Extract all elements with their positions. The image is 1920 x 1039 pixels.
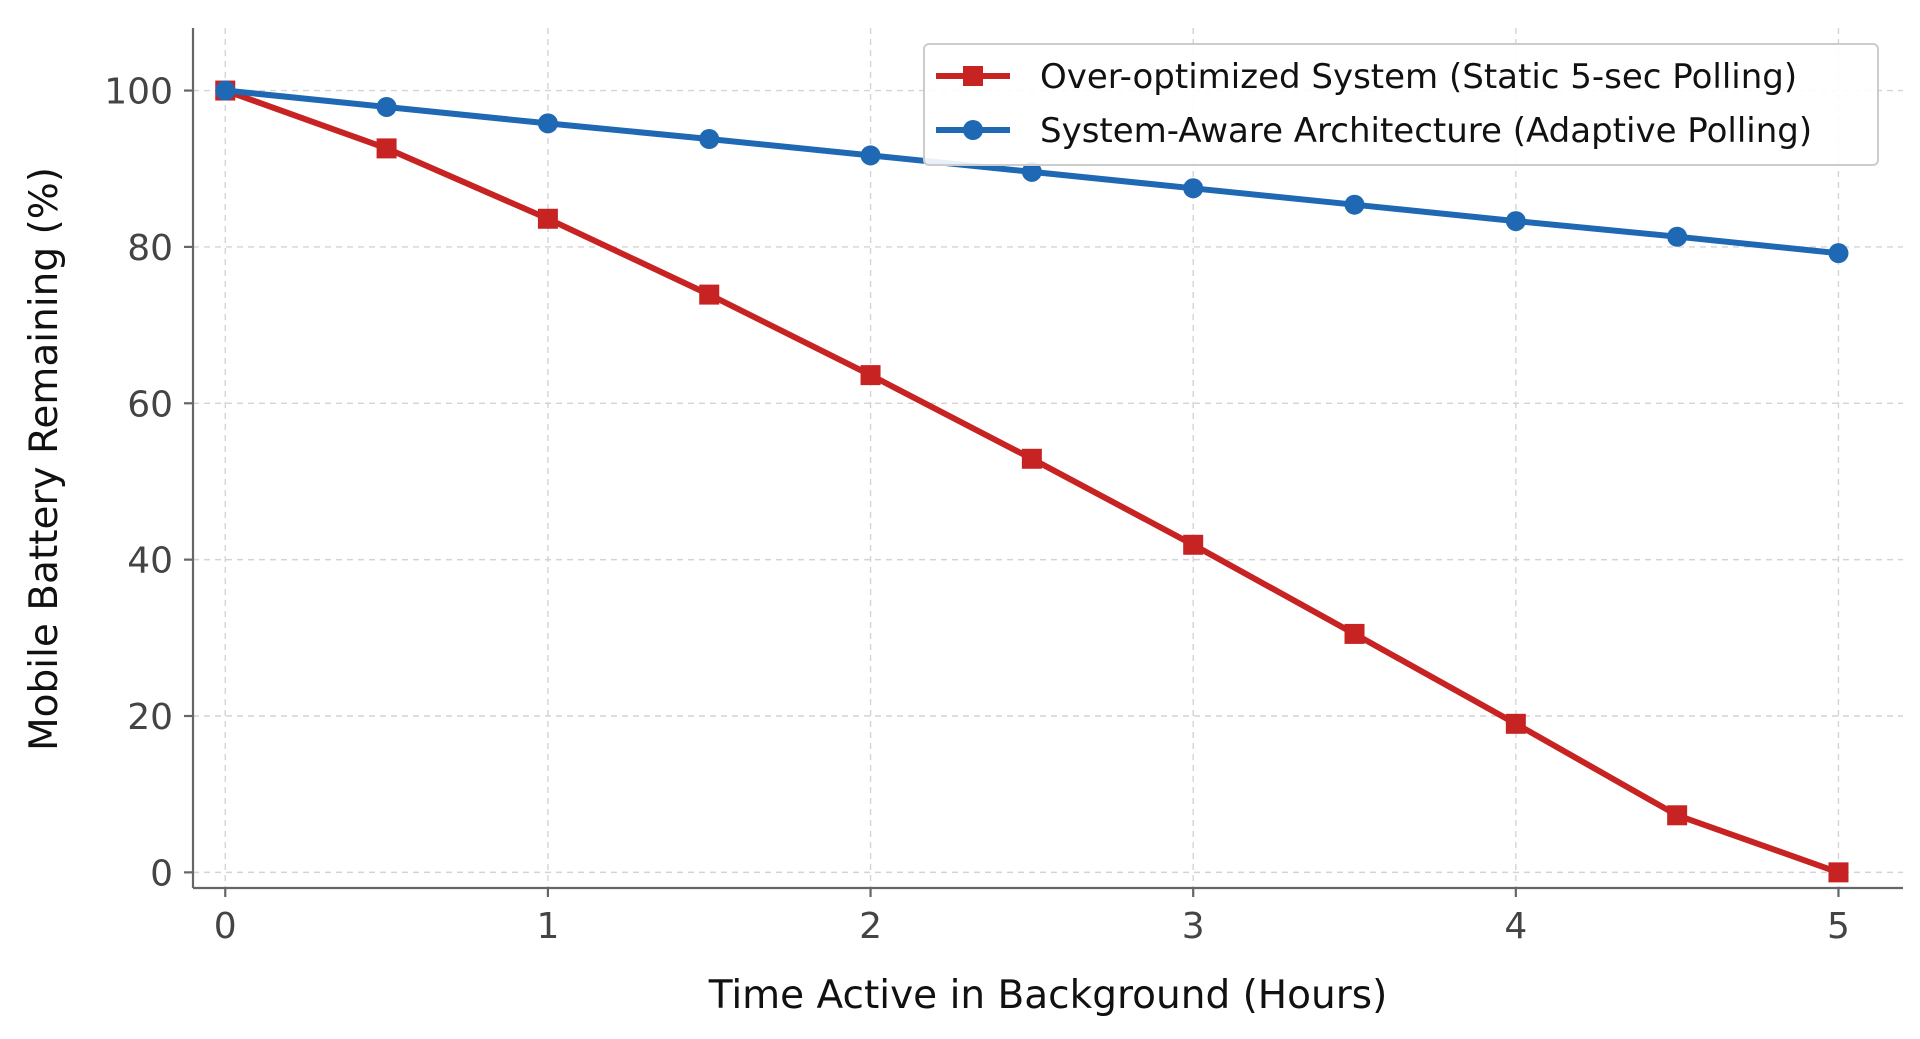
x-tick-label: 4 [1504, 906, 1527, 947]
x-tick-label: 5 [1827, 906, 1850, 947]
series-1 [215, 80, 1849, 883]
axes [191, 28, 1903, 890]
data-point [1344, 623, 1365, 644]
data-point [376, 96, 397, 117]
data-point [860, 145, 881, 166]
y-tick-label: 80 [127, 228, 173, 269]
y-tick-label: 20 [127, 697, 173, 738]
series-2 [215, 80, 1849, 264]
legend-marker [963, 66, 983, 86]
y-tick-label: 100 [104, 72, 173, 113]
legend-box [923, 43, 1879, 166]
x-axis-ticks: 0 1 2 3 4 5 [214, 888, 1850, 947]
data-point [1828, 862, 1849, 883]
data-point [1021, 161, 1042, 182]
data-point [1344, 194, 1365, 215]
data-point [699, 129, 720, 150]
x-tick-label: 3 [1182, 906, 1205, 947]
data-point [1505, 211, 1526, 232]
data-point [1183, 534, 1204, 555]
data-point [699, 284, 720, 305]
legend-item: Over-optimized System (Static 5-sec Poll… [936, 57, 1797, 97]
legend-label: Over-optimized System (Static 5-sec Poll… [1040, 57, 1797, 97]
data-point [376, 138, 397, 159]
data-point [1667, 226, 1688, 247]
series-line [222, 87, 1842, 876]
data-point [1505, 713, 1526, 734]
y-tick-label: 40 [127, 541, 173, 582]
data-point [1828, 243, 1849, 264]
y-axis-label: Mobile Battery Remaining (%) [22, 167, 67, 751]
data-point [1183, 178, 1204, 199]
data-point [537, 113, 558, 134]
legend-marker [963, 120, 983, 140]
data-point [537, 208, 558, 229]
series-layer [215, 80, 1849, 883]
legend-item: System-Aware Architecture (Adaptive Poll… [936, 111, 1812, 151]
y-tick-label: 0 [150, 853, 173, 894]
data-point [860, 365, 881, 386]
x-tick-label: 0 [214, 906, 237, 947]
legend-label: System-Aware Architecture (Adaptive Poll… [1040, 111, 1812, 151]
x-tick-label: 1 [536, 906, 559, 947]
x-axis-label: Time Active in Background (Hours) [708, 973, 1388, 1018]
x-tick-label: 2 [859, 906, 882, 947]
data-point [1021, 448, 1042, 469]
data-point [215, 80, 236, 101]
y-axis-ticks: 0 20 40 60 80 100 [104, 72, 193, 894]
legend: Over-optimized System (Static 5-sec Poll… [923, 43, 1879, 166]
y-tick-label: 60 [127, 384, 173, 425]
data-point [1667, 805, 1688, 826]
